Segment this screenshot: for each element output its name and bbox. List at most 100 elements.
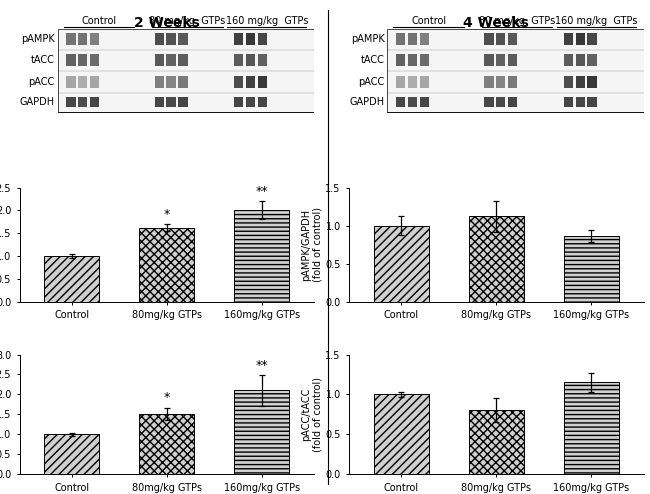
Bar xyxy=(178,76,188,88)
Text: Control: Control xyxy=(81,16,116,26)
Bar xyxy=(155,33,164,45)
Bar xyxy=(588,54,597,66)
Bar xyxy=(564,382,619,474)
Bar xyxy=(374,226,429,301)
Bar xyxy=(234,210,289,301)
Bar xyxy=(564,97,573,107)
Text: GAPDH: GAPDH xyxy=(349,97,385,107)
Bar xyxy=(66,76,75,88)
Bar xyxy=(155,97,164,107)
Bar xyxy=(484,76,494,88)
Bar xyxy=(564,236,619,301)
Bar xyxy=(408,76,417,88)
Bar xyxy=(484,54,494,66)
Text: 2 Weeks: 2 Weeks xyxy=(134,16,200,30)
Bar xyxy=(496,76,506,88)
Text: *: * xyxy=(164,207,170,221)
Bar xyxy=(155,54,164,66)
Bar xyxy=(166,97,176,107)
Bar xyxy=(139,228,194,301)
Bar xyxy=(66,97,75,107)
Bar xyxy=(419,76,429,88)
Bar xyxy=(419,97,429,107)
Text: tACC: tACC xyxy=(361,55,385,65)
Bar xyxy=(396,76,406,88)
Bar xyxy=(508,54,517,66)
Text: 160 mg/kg  GTPs: 160 mg/kg GTPs xyxy=(555,16,638,26)
Bar xyxy=(234,97,244,107)
Bar xyxy=(469,216,524,301)
Bar xyxy=(166,33,176,45)
Bar xyxy=(257,54,267,66)
Bar xyxy=(234,33,244,45)
Y-axis label: pAMPK/GAPDH
(fold of control): pAMPK/GAPDH (fold of control) xyxy=(301,207,322,282)
Bar xyxy=(588,33,597,45)
Text: GAPDH: GAPDH xyxy=(20,97,55,107)
Bar xyxy=(564,54,573,66)
Bar xyxy=(155,76,164,88)
Bar xyxy=(78,33,88,45)
Bar xyxy=(575,97,585,107)
Bar xyxy=(66,54,75,66)
Bar xyxy=(234,390,289,474)
Bar xyxy=(66,33,75,45)
Bar xyxy=(178,33,188,45)
Text: **: ** xyxy=(255,359,268,371)
Bar xyxy=(234,54,244,66)
Bar xyxy=(178,97,188,107)
Bar xyxy=(44,434,99,474)
Text: 4 Weeks: 4 Weeks xyxy=(463,16,529,30)
Bar xyxy=(396,54,406,66)
Bar xyxy=(166,76,176,88)
Bar xyxy=(139,413,194,474)
Bar xyxy=(588,97,597,107)
Bar xyxy=(484,97,494,107)
Bar xyxy=(408,54,417,66)
Bar xyxy=(178,54,188,66)
Bar xyxy=(90,33,99,45)
Bar xyxy=(78,54,88,66)
Bar xyxy=(78,97,88,107)
Bar xyxy=(246,97,255,107)
Text: pAMPK: pAMPK xyxy=(21,34,55,44)
Bar xyxy=(387,29,644,112)
Bar xyxy=(408,33,417,45)
Bar xyxy=(575,76,585,88)
Bar xyxy=(257,97,267,107)
Bar xyxy=(564,76,573,88)
Bar xyxy=(588,76,597,88)
Bar xyxy=(408,97,417,107)
Bar xyxy=(90,54,99,66)
Bar xyxy=(257,33,267,45)
Bar xyxy=(78,76,88,88)
Bar xyxy=(90,76,99,88)
Bar xyxy=(508,76,517,88)
Bar xyxy=(257,76,267,88)
Bar xyxy=(396,97,406,107)
Text: Control: Control xyxy=(411,16,446,26)
Bar xyxy=(575,33,585,45)
Text: 160 mg/kg  GTPs: 160 mg/kg GTPs xyxy=(226,16,308,26)
Y-axis label: pACC/tACC
(fold of control): pACC/tACC (fold of control) xyxy=(301,377,322,452)
Bar xyxy=(90,97,99,107)
Bar xyxy=(396,33,406,45)
Bar xyxy=(246,54,255,66)
Text: 80 mg/kg  GTPs: 80 mg/kg GTPs xyxy=(479,16,555,26)
Text: **: ** xyxy=(255,185,268,198)
Text: tACC: tACC xyxy=(31,55,55,65)
Bar xyxy=(575,54,585,66)
Bar xyxy=(564,33,573,45)
Bar xyxy=(44,256,99,301)
Text: pAMPK: pAMPK xyxy=(351,34,385,44)
Bar xyxy=(508,97,517,107)
Bar xyxy=(246,33,255,45)
Bar xyxy=(166,54,176,66)
Bar xyxy=(508,33,517,45)
Bar xyxy=(496,33,506,45)
Text: pACC: pACC xyxy=(358,77,385,87)
Bar xyxy=(484,33,494,45)
Bar xyxy=(469,411,524,474)
Bar xyxy=(419,33,429,45)
Bar xyxy=(374,394,429,474)
Text: pACC: pACC xyxy=(29,77,55,87)
